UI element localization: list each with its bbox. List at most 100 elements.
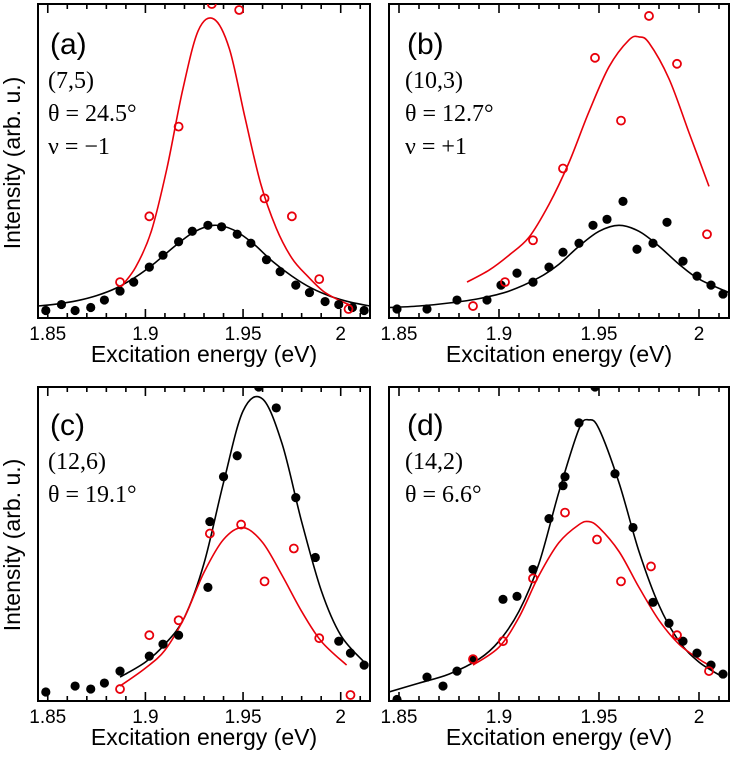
black-data-point <box>648 238 658 248</box>
black-data-point <box>115 666 125 676</box>
panel-tag: (b) <box>407 28 444 61</box>
x-tick-label: 1.85 <box>29 324 66 345</box>
red-data-point <box>115 684 125 694</box>
x-axis-label: Excitation energy (eV) <box>446 341 672 367</box>
black-data-point <box>558 481 568 491</box>
red-fit-line <box>119 17 353 307</box>
red-data-point <box>704 666 714 676</box>
black-data-point <box>438 681 448 691</box>
black-data-point <box>254 387 264 392</box>
plot-frame <box>37 386 371 702</box>
black-data-point <box>452 295 462 305</box>
black-data-point <box>216 222 227 232</box>
red-data-point <box>644 11 654 21</box>
panel-annotation: (14,2) <box>405 449 463 475</box>
black-data-point <box>144 651 154 661</box>
x-tick-label: 2 <box>694 324 705 345</box>
red-data-point <box>144 211 155 222</box>
x-tick-label: 1.95 <box>225 324 262 345</box>
black-data-point <box>310 552 320 563</box>
black-data-point <box>115 286 125 296</box>
x-tick-label: 1.85 <box>381 324 418 345</box>
red-data-point <box>528 235 538 246</box>
black-data-point <box>334 299 344 310</box>
black-data-point <box>468 654 478 664</box>
red-data-point <box>206 4 217 9</box>
black-data-point <box>590 387 600 392</box>
x-tick-label: 1.85 <box>381 707 418 728</box>
red-data-point <box>468 301 478 311</box>
x-tick-label: 2 <box>335 707 346 728</box>
black-data-point <box>203 582 213 592</box>
x-tick-label: 1.9 <box>486 707 512 728</box>
black-data-point <box>692 648 702 658</box>
black-data-point <box>422 672 432 682</box>
black-data-point <box>359 660 369 670</box>
red-data-point <box>558 163 568 174</box>
panel-annotation: (7,5) <box>48 68 94 94</box>
black-data-point <box>392 694 402 701</box>
black-data-point <box>528 564 538 575</box>
black-data-point <box>632 244 642 254</box>
x-tick-label: 1.85 <box>29 707 66 728</box>
black-data-point <box>291 493 301 503</box>
black-data-point <box>86 302 96 313</box>
red-data-point <box>616 576 626 587</box>
x-tick-label: 1.95 <box>581 324 618 345</box>
panel-annotation: θ = 19.1° <box>48 482 137 508</box>
x-tick-label: 2 <box>694 707 705 728</box>
black-data-point <box>158 250 168 260</box>
black-data-point <box>70 681 80 691</box>
red-data-point <box>468 654 478 665</box>
x-tick-label: 1.9 <box>486 324 512 345</box>
panel-c: 1.85 1.9 1.95 2 Excitation energy (eV) Intens… <box>0 386 371 750</box>
black-data-point <box>205 516 215 527</box>
panel-a: 1.85 1.9 1.95 2 Excitation energy (eV) Intens… <box>0 3 371 367</box>
black-data-point <box>512 591 522 601</box>
red-data-point <box>702 229 712 240</box>
red-data-point <box>314 633 325 644</box>
black-data-point <box>218 472 229 482</box>
black-data-point <box>678 636 688 646</box>
red-data-point <box>234 5 245 15</box>
red-data-point <box>528 573 538 584</box>
red-data-point <box>259 193 270 204</box>
panel-annotation: θ = 6.6° <box>405 482 482 508</box>
red-data-point <box>672 58 682 69</box>
black-data-point <box>558 247 568 257</box>
black-data-point <box>498 594 508 604</box>
black-data-point <box>610 469 620 479</box>
black-data-point <box>99 295 109 305</box>
x-tick-label: 2 <box>335 324 346 345</box>
black-data-point <box>392 304 402 314</box>
black-data-point <box>662 217 672 227</box>
black-data-point <box>56 299 67 310</box>
black-data-point <box>512 268 522 278</box>
black-data-point <box>574 238 584 248</box>
black-data-point <box>291 280 301 290</box>
plot-area <box>41 387 369 700</box>
red-fit-line <box>119 526 348 687</box>
black-data-point <box>129 277 139 287</box>
black-data-point <box>144 262 154 272</box>
panel-annotation: θ = 12.7° <box>405 101 494 127</box>
red-data-point <box>498 636 508 647</box>
red-data-point <box>144 630 155 641</box>
plot-frame <box>37 3 371 319</box>
black-data-point <box>678 256 688 266</box>
red-data-point <box>592 534 602 545</box>
panel-annotation: θ = 24.5° <box>48 101 137 127</box>
red-data-point <box>616 115 626 126</box>
panel-annotation: (12,6) <box>48 449 106 475</box>
black-data-point <box>544 513 554 524</box>
black-fit-line <box>119 395 365 678</box>
red-data-point <box>500 277 510 288</box>
black-data-point <box>246 238 256 248</box>
black-data-point <box>628 522 638 533</box>
x-axis-label: Excitation energy (eV) <box>91 724 317 750</box>
black-data-point <box>203 220 213 230</box>
panel-annotation: ν = −1 <box>48 134 110 160</box>
black-data-point <box>718 289 728 299</box>
red-data-point <box>173 615 184 626</box>
